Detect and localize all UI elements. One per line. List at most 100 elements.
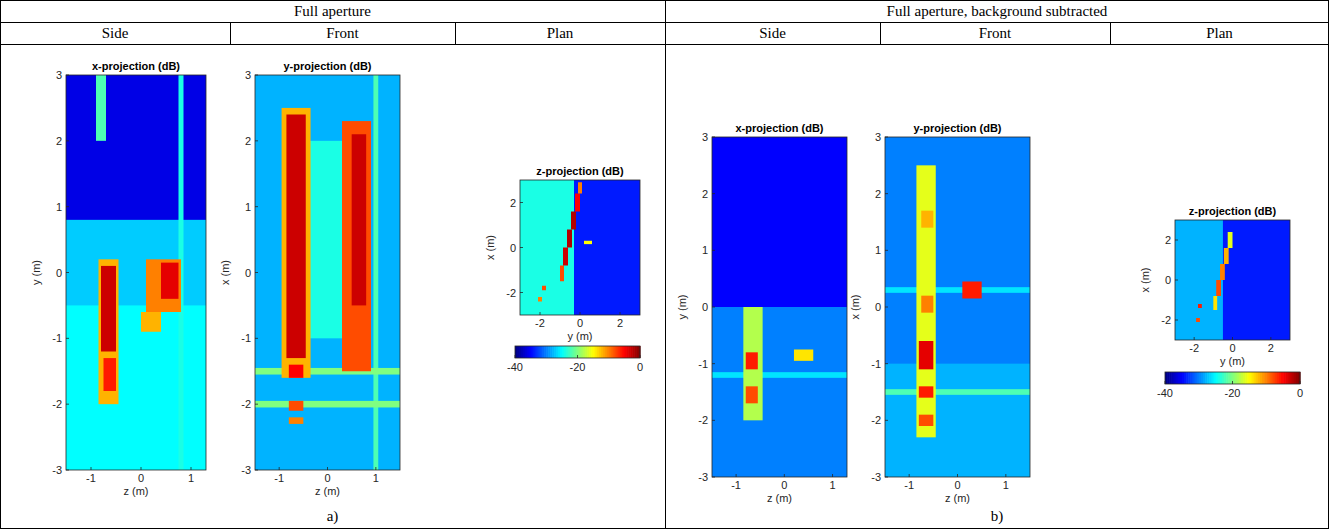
heat-cell [1220, 264, 1225, 280]
x-tick-label: 1 [373, 472, 379, 484]
x-tick [540, 312, 541, 315]
y-tick-label: -1 [698, 358, 708, 370]
x-tick-label: 2 [617, 317, 623, 329]
group-title: Full aperture, background subtracted [887, 3, 1108, 19]
y-tick-label: 3 [702, 131, 708, 143]
plot-frame [712, 137, 847, 477]
heat-cell [104, 358, 117, 391]
y-tick-label: -2 [506, 287, 516, 299]
figure: Full apertureSideFrontPlana)Full apertur… [0, 0, 1329, 529]
y-tick-label: 1 [245, 201, 251, 213]
y-tick [255, 206, 258, 207]
y-tick-label: 2 [56, 135, 62, 147]
y-tick-label: 2 [245, 135, 251, 147]
heat-cell [289, 365, 304, 378]
x-axis-title: y (m) [567, 330, 592, 342]
heat-cell [1213, 296, 1217, 310]
heatmap-panel: -101-3-2-10123z (m)x (m)y-projection (dB… [849, 122, 1030, 504]
table-rule [230, 22, 231, 44]
y-tick [255, 75, 258, 76]
y-axis-title: x (m) [484, 235, 496, 260]
colorbar-tick [640, 355, 641, 358]
y-tick [1175, 240, 1178, 241]
heat-cell [794, 350, 813, 361]
x-tick-label: 1 [829, 479, 835, 491]
column-head: Front [326, 25, 359, 41]
table-rule [0, 22, 1329, 23]
y-tick-label: -3 [52, 464, 62, 476]
y-tick [520, 202, 523, 203]
x-tick [279, 467, 280, 470]
x-tick [784, 474, 785, 477]
colorbar-tick-label: -40 [1157, 387, 1173, 399]
heat-cell [919, 386, 934, 397]
x-tick [1232, 337, 1233, 340]
y-tick [66, 470, 69, 471]
heat-cell [885, 389, 1030, 395]
plot-frame [255, 75, 400, 470]
heat-cell [255, 401, 400, 408]
colorbar-tick-label: -20 [1225, 387, 1241, 399]
x-tick [832, 474, 833, 477]
plot-frame [66, 75, 206, 470]
panel-title: y-projection (dB) [914, 122, 1002, 134]
y-tick-label: 3 [245, 69, 251, 81]
group-title: Full aperture [294, 3, 371, 19]
heat-cell [1198, 304, 1202, 308]
y-tick [255, 470, 258, 471]
y-tick-label: 0 [510, 242, 516, 254]
y-tick [712, 307, 715, 308]
y-tick-label: 0 [56, 267, 62, 279]
y-tick-label: 3 [56, 69, 62, 81]
heat-cell [1175, 220, 1223, 340]
heat-cell [584, 241, 592, 244]
heatmap-panel: -202-202y (m)x (m)z-projection (dB)-40-2… [484, 165, 643, 373]
x-tick [191, 467, 192, 470]
heat-cell [1216, 280, 1221, 296]
colorbar-frame [1165, 372, 1300, 384]
x-tick [909, 474, 910, 477]
plot-frame [885, 137, 1030, 477]
y-tick [885, 363, 888, 364]
heatmap-panel: -101-3-2-10123z (m)x (m)y-projection (dB… [219, 60, 400, 497]
y-tick [255, 140, 258, 141]
y-axis-title: x (m) [1139, 267, 1151, 292]
column-head: Front [979, 25, 1012, 41]
y-tick [885, 137, 888, 138]
x-tick-label: -1 [904, 479, 914, 491]
y-tick [520, 247, 523, 248]
heat-cell [308, 141, 342, 338]
x-axis-title: z (m) [123, 485, 148, 497]
heat-cell [921, 211, 933, 228]
y-tick-label: -2 [241, 398, 251, 410]
colorbar-tick [515, 355, 516, 358]
panel-title: x-projection (dB) [736, 122, 824, 134]
x-tick [1270, 337, 1271, 340]
y-tick-label: -1 [871, 358, 881, 370]
heat-cell [542, 286, 546, 291]
heat-cell [161, 263, 179, 299]
heat-cell [885, 287, 1030, 293]
colorbar-tick [1300, 381, 1301, 384]
y-tick [885, 193, 888, 194]
panel-title: z-projection (dB) [1189, 205, 1277, 217]
colorbar-tick-label: 0 [637, 361, 643, 373]
panel-title: y-projection (dB) [284, 60, 372, 72]
x-tick [327, 467, 328, 470]
x-tick [580, 312, 581, 315]
heatmap-panel: -202-202y (m)x (m)z-projection (dB)-40-2… [1139, 205, 1303, 399]
cells [520, 180, 640, 315]
heat-cell [919, 415, 934, 426]
y-tick-label: 0 [1165, 274, 1171, 286]
y-tick [1175, 280, 1178, 281]
heat-cell [141, 312, 161, 332]
y-tick [66, 75, 69, 76]
y-axis-title: y (m) [676, 294, 688, 319]
column-head: Side [759, 25, 786, 41]
heat-cell [563, 248, 568, 266]
colorbar-frame [515, 346, 640, 358]
y-tick-label: 1 [875, 244, 881, 256]
x-axis-title: z (m) [767, 492, 792, 504]
x-tick-label: 0 [324, 472, 330, 484]
table-rule [665, 0, 666, 529]
